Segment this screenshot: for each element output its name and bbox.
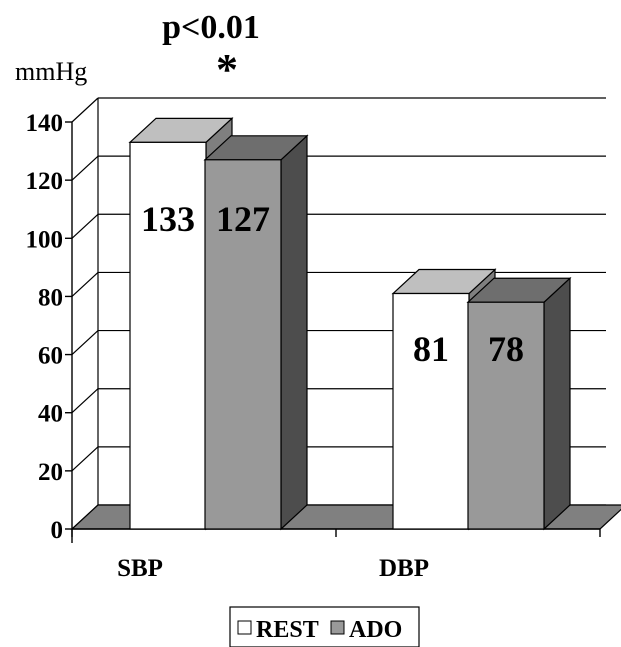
data-label-dbp-ado: 78 — [488, 329, 524, 369]
chart-labels-layer: 0 20 40 60 80 100 120 140 133 127 81 78 SBP DBP — [26, 110, 525, 582]
y-tick-label-120: 120 — [26, 168, 64, 195]
gridline-side-20 — [71, 446, 99, 472]
legend-swatch-ado — [330, 620, 345, 635]
y-axis-unit-label: mmHg — [15, 57, 87, 86]
gridline-side-100 — [71, 213, 99, 239]
category-label-sbp: SBP — [117, 555, 163, 582]
category-label-dbp: DBP — [379, 555, 429, 582]
bar-dbp-ado — [467, 301, 545, 530]
legend-swatch-rest — [237, 620, 252, 635]
bar-sbp-ado — [204, 159, 282, 530]
y-tick-label-100: 100 — [26, 226, 64, 253]
gridline-side-40 — [71, 388, 99, 414]
bar-dbp-rest — [392, 292, 470, 530]
bar-sbp-rest — [129, 141, 207, 530]
gridline-side-80 — [71, 271, 99, 297]
significance-annotation: p<0.01 — [162, 9, 260, 46]
y-tick-label-40: 40 — [38, 401, 63, 428]
y-tick-label-140: 140 — [26, 110, 64, 137]
y-tick-label-0: 0 — [51, 517, 64, 544]
y-tick-label-60: 60 — [38, 343, 63, 370]
data-label-dbp-rest: 81 — [413, 329, 449, 369]
chart-bars-layer — [128, 116, 572, 531]
legend: REST ADO — [229, 606, 420, 647]
legend-label-rest: REST — [256, 617, 319, 643]
significance-asterisk: * — [216, 45, 238, 94]
gridline-side-140 — [71, 97, 99, 123]
legend-label-ado: ADO — [349, 617, 402, 643]
gridline-side-60 — [71, 330, 99, 356]
bar-side-sbp-ado — [280, 134, 308, 531]
gridline-side-120 — [71, 155, 99, 181]
data-label-sbp-ado: 127 — [216, 199, 270, 239]
y-tick-label-20: 20 — [38, 459, 63, 486]
y-tick-label-80: 80 — [38, 284, 63, 311]
bar-side-dbp-ado — [543, 276, 571, 531]
data-label-sbp-rest: 133 — [141, 199, 195, 239]
legend-box — [229, 606, 420, 647]
